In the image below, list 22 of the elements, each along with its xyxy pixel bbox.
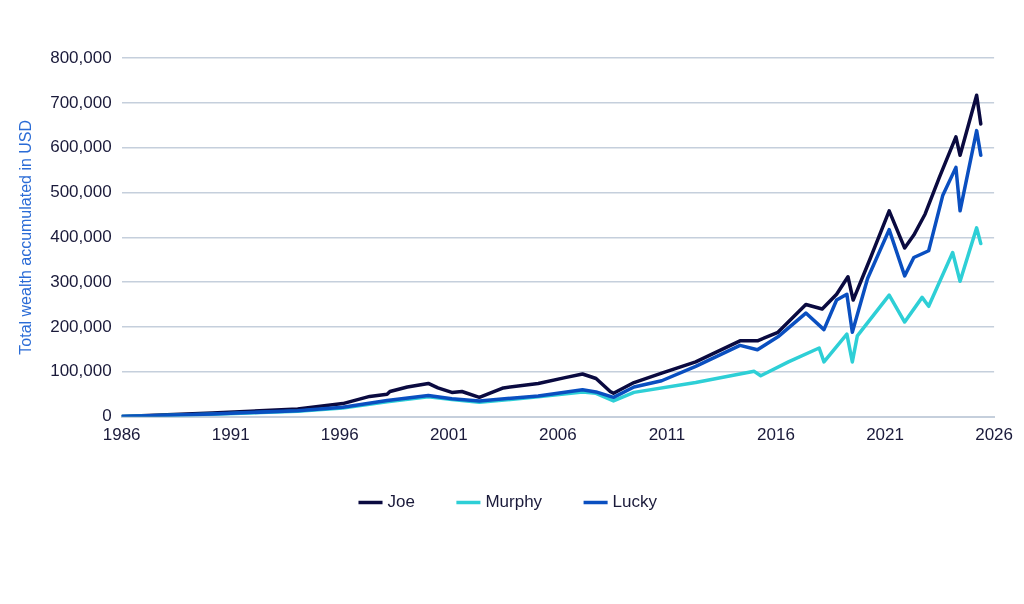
- legend-label: Lucky: [612, 492, 658, 512]
- y-tick-label: 100,000: [50, 361, 112, 381]
- x-tick-label: 2011: [648, 425, 686, 445]
- legend-label: Joe: [387, 492, 415, 512]
- y-tick-label: 200,000: [50, 316, 112, 336]
- x-tick-label: 1996: [320, 425, 359, 445]
- x-tick-label: 1991: [211, 425, 250, 445]
- x-tick-label: 2006: [538, 425, 577, 445]
- x-tick-label: 1986: [102, 425, 141, 445]
- y-tick-label: 800,000: [50, 47, 112, 67]
- x-tick-label: 2001: [429, 425, 468, 445]
- y-tick-label: 0: [102, 406, 112, 426]
- x-tick-label: 2026: [975, 425, 1013, 445]
- y-tick-label: 300,000: [50, 271, 112, 291]
- y-tick-label: 400,000: [50, 226, 112, 246]
- y-tick-label: 600,000: [50, 137, 112, 157]
- y-tick-label: 500,000: [50, 182, 112, 202]
- y-axis-title: Total wealth accumulated in USD: [17, 119, 35, 355]
- x-tick-label: 2016: [757, 425, 795, 445]
- y-tick-label: 700,000: [50, 92, 112, 112]
- x-tick-label: 2021: [866, 425, 904, 445]
- legend-label: Murphy: [485, 492, 543, 512]
